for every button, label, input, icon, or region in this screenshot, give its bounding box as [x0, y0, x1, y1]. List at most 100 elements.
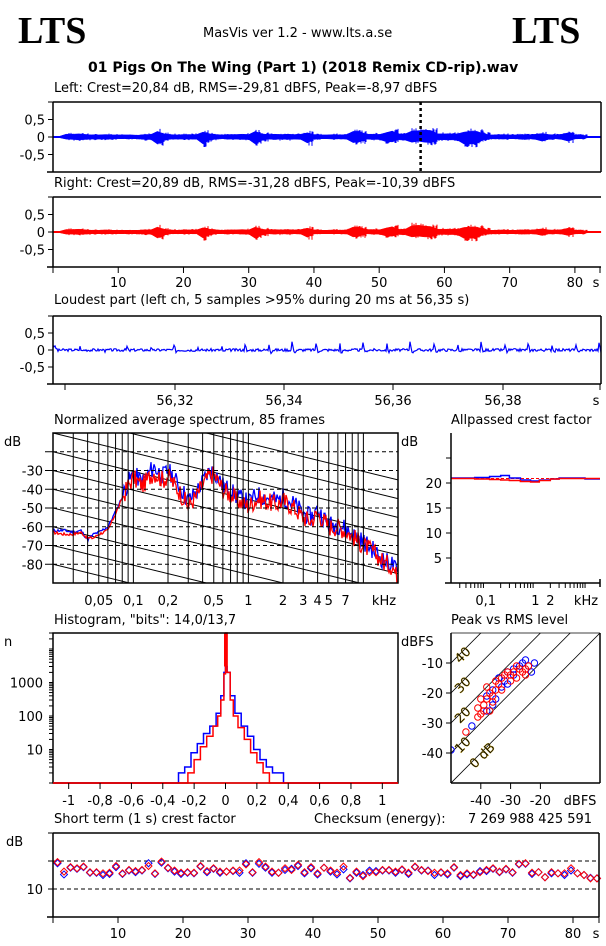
crest-point-right	[527, 868, 537, 877]
peak-rms-point-right	[477, 695, 485, 703]
crest-point-left	[430, 870, 439, 880]
crest-point-right	[547, 867, 556, 877]
crest-point-left	[170, 867, 179, 876]
crest-xtick-label: 30	[240, 927, 257, 942]
crest-point-right	[280, 864, 290, 873]
crest-point-right	[183, 867, 192, 877]
crest-point-right	[66, 862, 75, 872]
crest-point-right	[189, 868, 199, 877]
loudest-xtick-label: 56,32	[156, 394, 193, 409]
left-waveform-ytick-label: -0,5	[20, 149, 45, 164]
histogram-ytick-label: 10	[26, 743, 43, 758]
spectrum-xtick-label: 0,05	[84, 594, 113, 609]
peak-rms-diagonal	[451, 633, 600, 783]
crest-point-right	[339, 862, 348, 871]
crest-point-right	[228, 866, 238, 875]
crest-point-right	[365, 867, 374, 877]
crest-point-right	[254, 857, 264, 867]
crest-xunit: s	[593, 927, 600, 942]
crest-point-right	[560, 869, 569, 878]
lts-logo-right: LTS	[512, 10, 581, 52]
spectrum-slope-line	[53, 526, 286, 583]
peak-rms-point-left	[483, 707, 491, 715]
crest-point-right	[150, 869, 160, 878]
spectrum-slope-line	[53, 488, 398, 575]
crest-point-left	[547, 869, 556, 878]
peak-rms-ytick-label: -10	[422, 657, 443, 672]
crest-point-right	[534, 867, 543, 877]
right-waveform-xtick-label: 40	[306, 276, 323, 291]
crest-point-left	[391, 868, 400, 877]
spectrum-title: Normalized average spectrum, 85 frames	[54, 413, 325, 428]
crest-point-right	[92, 867, 101, 877]
crest-point-right	[261, 862, 270, 871]
spectrum-ytick-label: -60	[22, 521, 43, 536]
crest-point-left	[267, 868, 277, 877]
crest-point-left	[475, 866, 485, 876]
crest-point-left	[404, 869, 413, 879]
peak-rms-point-left	[530, 659, 539, 667]
peak-rms-diagonal	[451, 633, 512, 694]
crest-ytick-label: 10	[26, 883, 43, 898]
loudest-xtick-label: 56,36	[374, 394, 411, 409]
histogram-xtick-label: 0	[221, 794, 229, 809]
crest-point-left	[235, 868, 244, 877]
spectrum-ytick-label: -40	[22, 483, 43, 498]
crest-point-right	[332, 868, 342, 877]
loudest-part-title: Loudest part (left ch, 5 samples >95% du…	[54, 293, 470, 308]
peak-rms-diagonal	[451, 633, 482, 664]
allpassed-series-right	[451, 477, 600, 483]
spectrum-plot	[53, 433, 398, 583]
spectrum-xtick-label: 0,5	[203, 594, 224, 609]
crest-xtick-label: 20	[175, 927, 192, 942]
peak-rms-xtick-label: -40	[470, 794, 491, 809]
crest-point-right	[391, 867, 400, 876]
crest-point-right	[423, 866, 433, 876]
crest-point-left	[261, 863, 270, 872]
crest-point-left	[300, 869, 309, 878]
spectrum-xtick-label: 3	[299, 594, 307, 609]
app-title: MasVis ver 1.2 - www.lts.a.se	[203, 26, 393, 41]
peak-rms-point-right	[521, 671, 530, 679]
peak-rms-point-right	[512, 674, 521, 682]
allpassed-xtick-label: 1	[531, 594, 539, 609]
right-waveform-xtick-label: 20	[175, 276, 192, 291]
crest-point-right	[170, 866, 179, 875]
checksum-label: Checksum (energy):	[314, 812, 446, 827]
crest-point-left	[131, 867, 140, 877]
spectrum-series-left	[53, 462, 398, 573]
crest-point-left	[527, 869, 537, 879]
crest-point-left	[462, 870, 472, 879]
crest-point-right	[404, 868, 413, 877]
crest-point-right	[521, 859, 530, 868]
peak-rms-point-right	[489, 698, 497, 706]
crest-point-left	[202, 867, 212, 877]
allpassed-ytick-label: 20	[425, 477, 442, 492]
peak-rms-point-right	[483, 695, 491, 703]
crest-point-left	[105, 869, 114, 879]
peak-rms-xtick-label: -30	[500, 794, 521, 809]
right-waveform-xtick-label: 50	[371, 276, 388, 291]
crest-point-left	[371, 866, 381, 876]
right-waveform-xtick-label: 10	[110, 276, 127, 291]
peak-rms-title: Peak vs RMS level	[451, 613, 569, 628]
crest-point-right	[144, 861, 153, 871]
crest-point-right	[209, 864, 218, 873]
crest-point-right	[456, 870, 465, 880]
crest-point-right	[508, 867, 517, 877]
histogram-xtick-label: -0,8	[87, 794, 112, 809]
crest-point-left	[319, 863, 329, 872]
crest-point-right	[98, 869, 108, 878]
file-name: 01 Pigs On The Wing (Part 1) (2018 Remix…	[88, 60, 519, 76]
crest-point-left	[157, 858, 166, 867]
peak-rms-point-left	[527, 668, 536, 676]
crest-point-right	[287, 865, 296, 875]
spectrum-slope-line	[53, 545, 209, 583]
crest-point-right	[384, 865, 394, 875]
crest-point-left	[482, 866, 491, 876]
crest-point-right	[378, 865, 387, 875]
loudest-ytick-label: -0,5	[20, 361, 45, 376]
crest-xtick-label: 70	[500, 927, 517, 942]
crest-point-right	[176, 868, 186, 877]
crest-point-right	[573, 869, 582, 878]
